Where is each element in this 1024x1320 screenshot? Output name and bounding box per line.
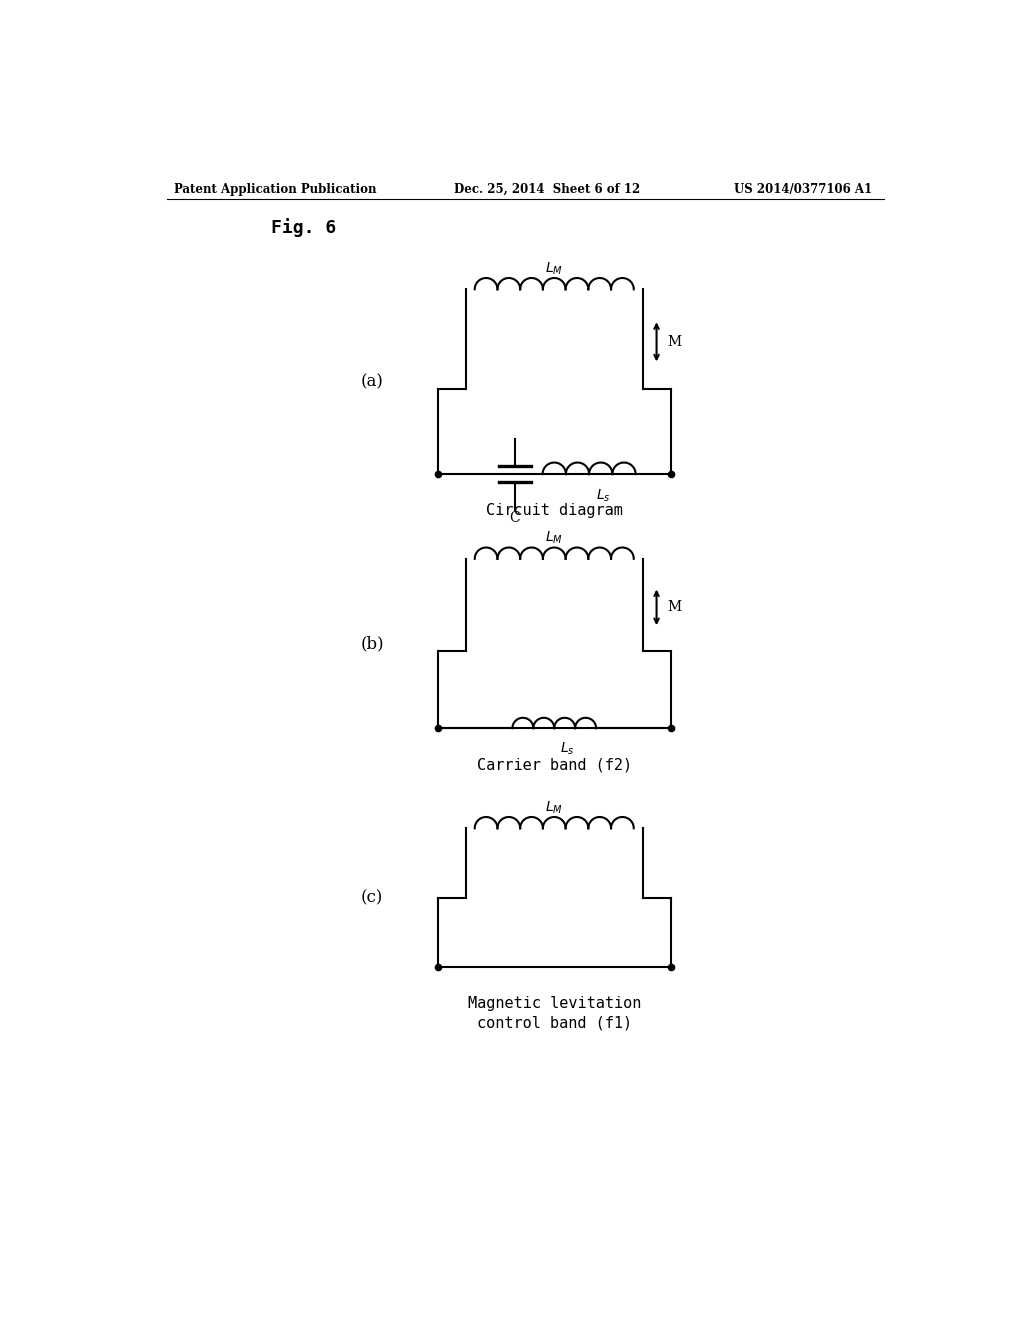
Text: (a): (a) xyxy=(360,374,384,391)
Text: $L_M$: $L_M$ xyxy=(546,531,563,546)
Text: $L_M$: $L_M$ xyxy=(546,800,563,816)
Text: M: M xyxy=(668,601,682,614)
Text: $L_s$: $L_s$ xyxy=(559,741,574,758)
Text: (b): (b) xyxy=(360,635,384,652)
Text: $L_s$: $L_s$ xyxy=(596,488,610,504)
Text: Magnetic levitation
control band (f1): Magnetic levitation control band (f1) xyxy=(468,997,641,1031)
Text: Fig. 6: Fig. 6 xyxy=(271,219,337,238)
Text: US 2014/0377106 A1: US 2014/0377106 A1 xyxy=(734,183,872,197)
Text: Circuit diagram: Circuit diagram xyxy=(485,503,623,519)
Text: (c): (c) xyxy=(360,890,383,906)
Text: Carrier band (f2): Carrier band (f2) xyxy=(477,758,632,772)
Text: $L_M$: $L_M$ xyxy=(546,260,563,277)
Text: Dec. 25, 2014  Sheet 6 of 12: Dec. 25, 2014 Sheet 6 of 12 xyxy=(454,183,640,197)
Text: Patent Application Publication: Patent Application Publication xyxy=(174,183,377,197)
Text: C: C xyxy=(509,511,520,525)
Text: M: M xyxy=(668,335,682,348)
